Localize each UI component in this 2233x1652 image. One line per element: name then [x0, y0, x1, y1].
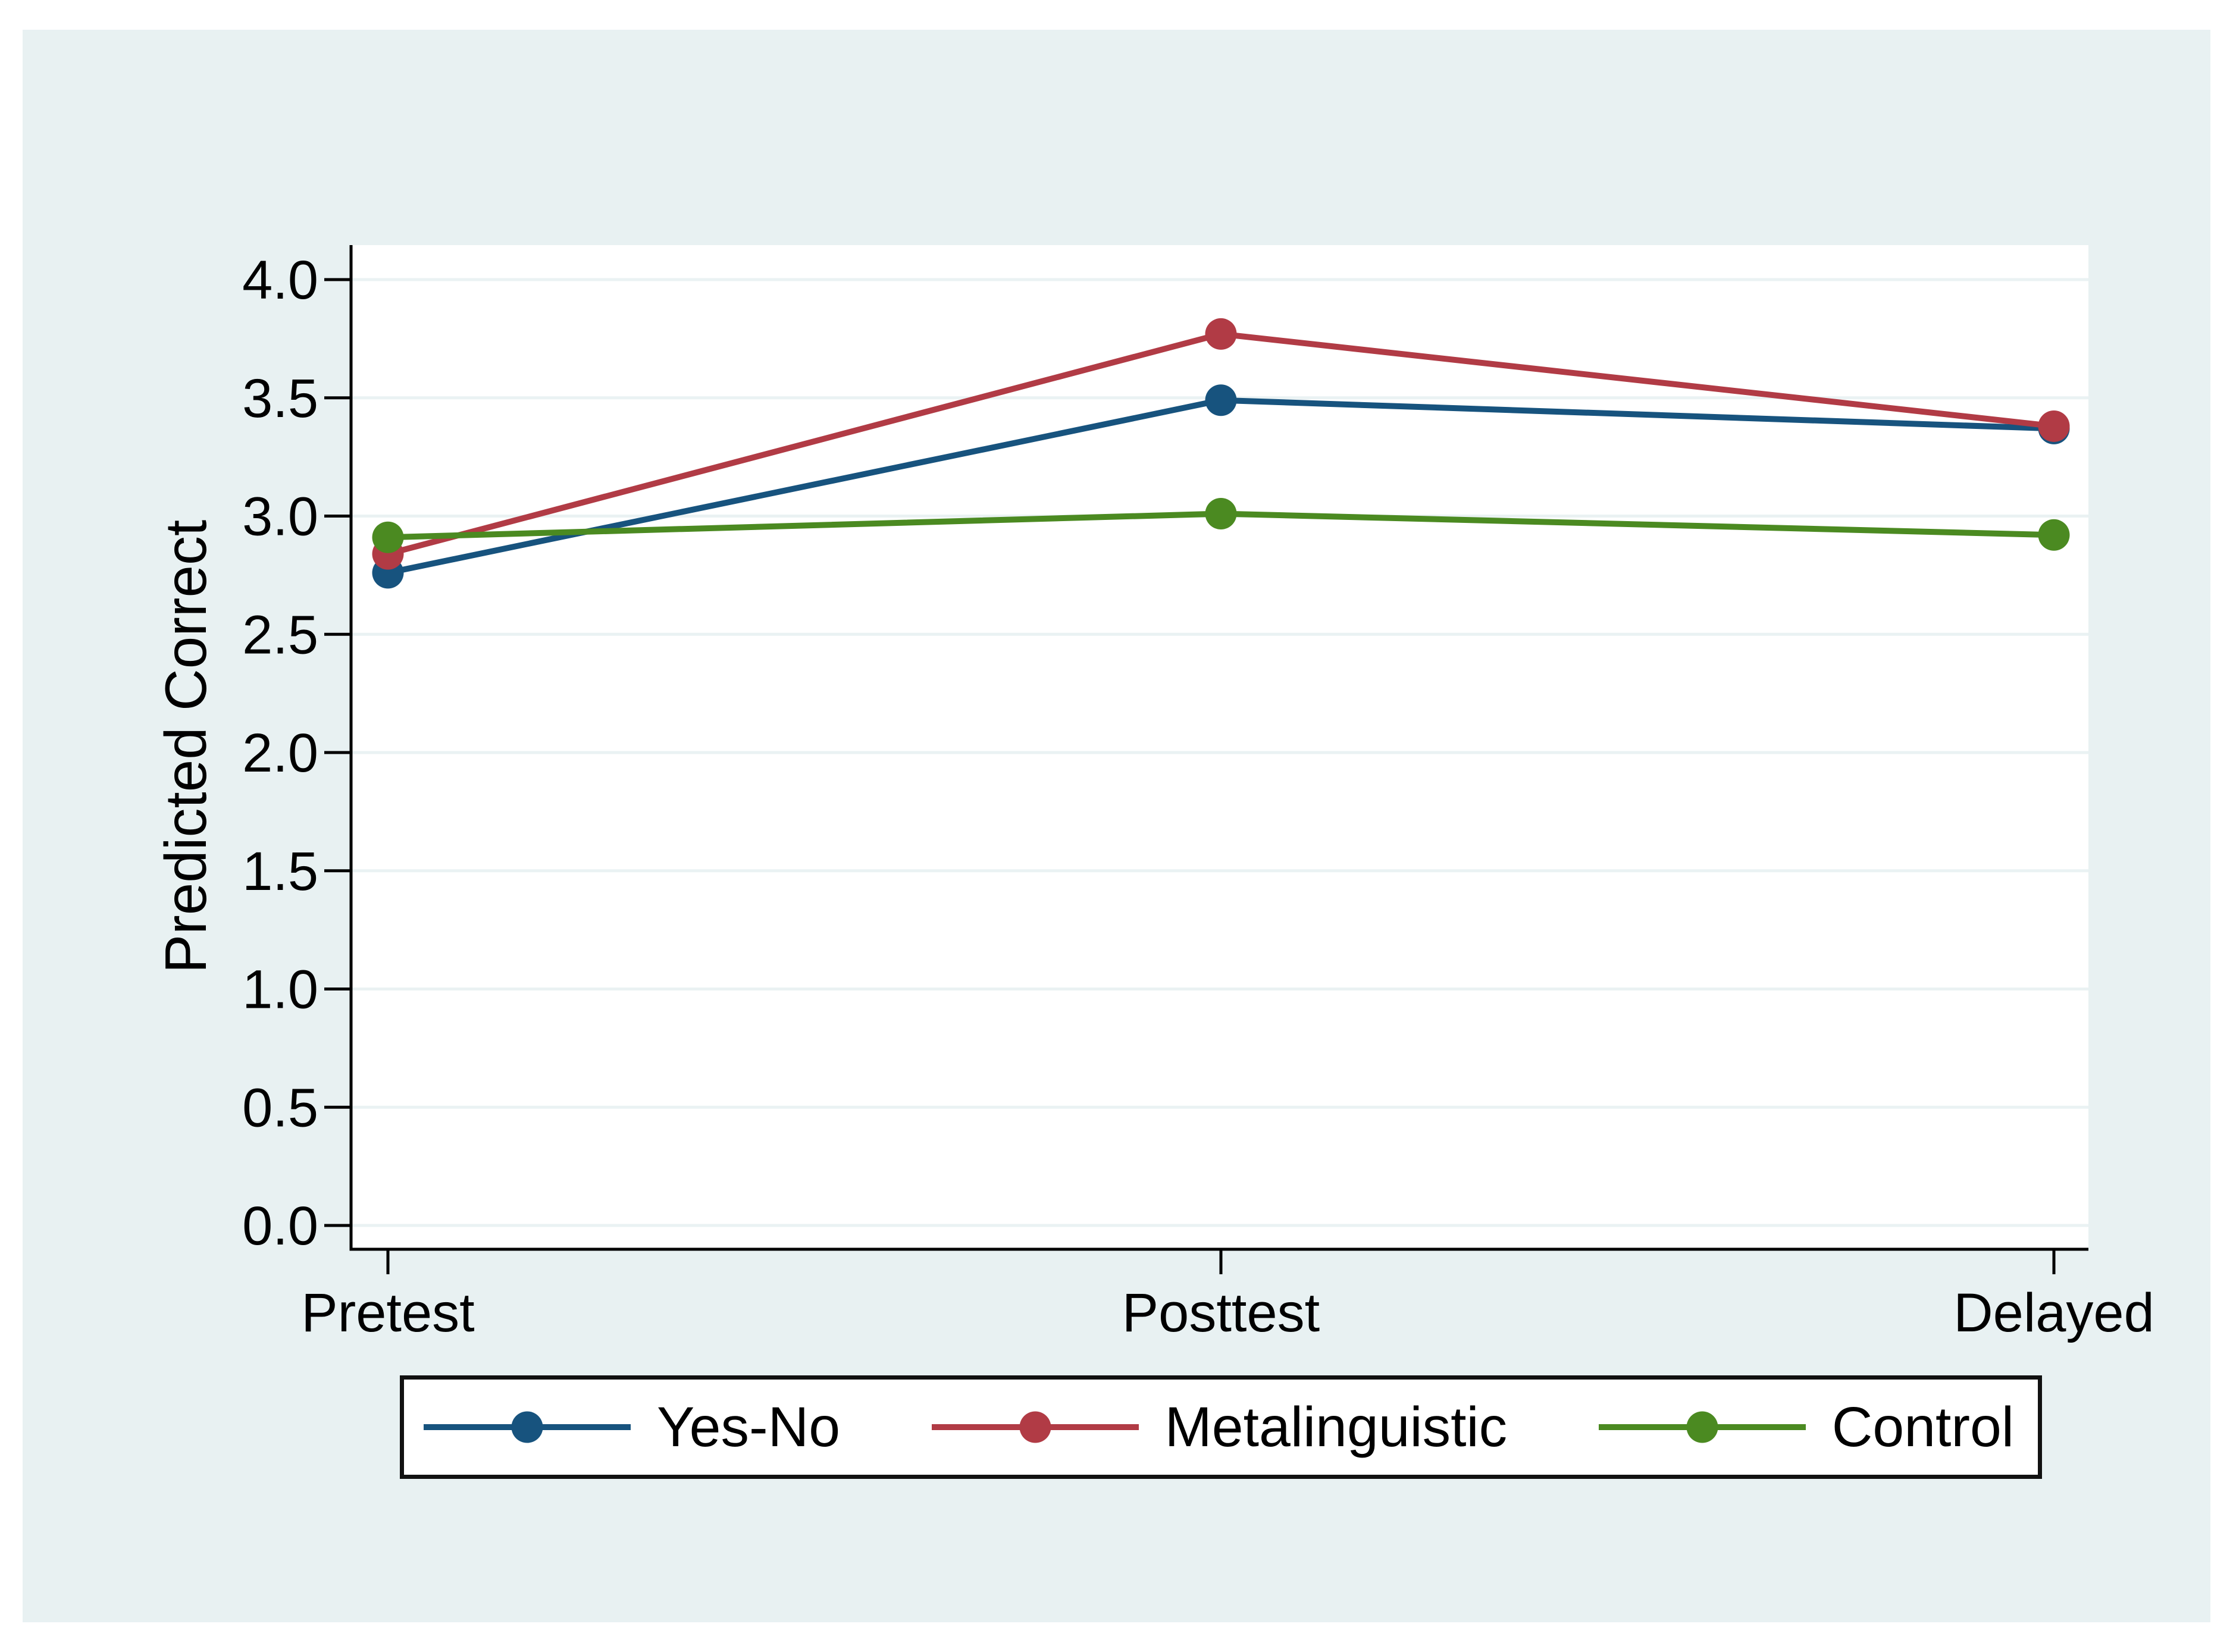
y-tick-label: 3.5 — [242, 368, 318, 429]
legend-item: Control — [1598, 1395, 2014, 1459]
data-point-marker — [1205, 498, 1237, 530]
legend-label: Yes-No — [657, 1395, 841, 1459]
y-tick-label: 2.0 — [242, 723, 318, 783]
data-point-marker — [1205, 318, 1237, 350]
tick-labels: 0.0 0.5 1.0 1.5 2.0 2.5 3.0 3.5 4.0 Pretest Postte… — [242, 250, 2154, 1343]
axis-lines — [349, 245, 2088, 1251]
legend-marker — [1598, 1410, 1806, 1444]
y-tick-label: 0.0 — [242, 1196, 318, 1256]
legend-item: Yes-No — [424, 1399, 840, 1456]
legend-marker — [931, 1410, 1139, 1444]
x-tick-label: Delayed — [1953, 1283, 2154, 1343]
y-tick-label: 2.5 — [242, 604, 318, 665]
legend-label: Control — [1831, 1395, 2014, 1459]
y-tick-label: 0.5 — [242, 1077, 318, 1138]
y-tick-label: 3.0 — [242, 487, 318, 547]
x-tick-label: Posttest — [1122, 1283, 1320, 1343]
data-series — [372, 318, 2070, 589]
y-tick-label: 1.0 — [242, 960, 318, 1020]
legend-label: Metalinguistic — [1164, 1395, 1508, 1459]
legend: Yes-No Metalinguistic Control — [400, 1375, 2042, 1479]
data-point-marker — [1205, 384, 1237, 416]
data-point-marker — [372, 521, 404, 553]
y-tick-label: 4.0 — [242, 250, 318, 311]
legend-item: Metalinguistic — [931, 1395, 1508, 1459]
x-tick-label: Pretest — [301, 1283, 474, 1343]
data-point-marker — [2038, 519, 2070, 551]
data-point-marker — [2038, 410, 2070, 442]
y-tick-label: 1.5 — [242, 841, 318, 902]
legend-dot-icon — [1019, 1411, 1051, 1443]
legend-dot-icon — [511, 1411, 543, 1443]
y-axis-title: Predicted Correct — [153, 519, 218, 974]
axes — [324, 245, 2088, 1274]
legend-dot-icon — [1686, 1411, 1718, 1443]
legend-marker — [424, 1410, 631, 1444]
